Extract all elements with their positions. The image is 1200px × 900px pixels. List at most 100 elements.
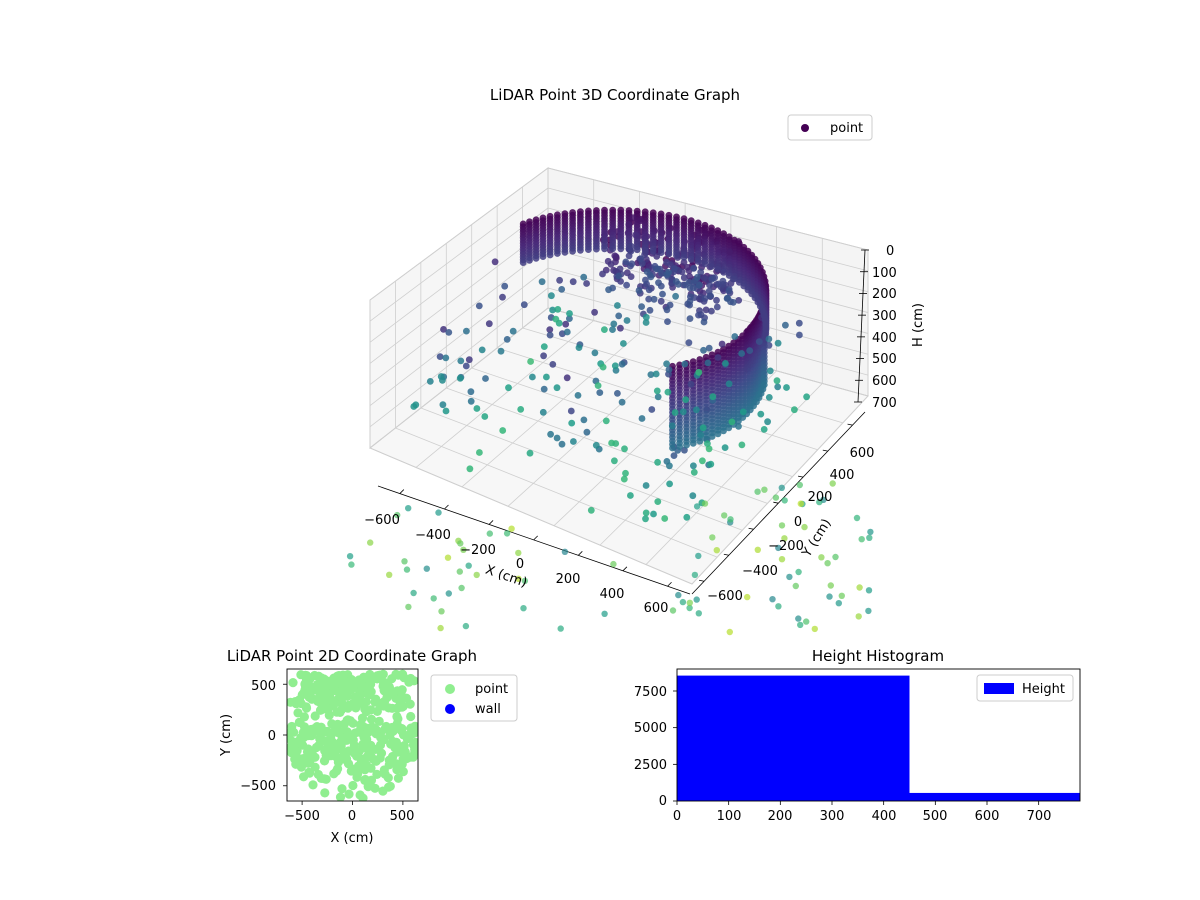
point-3d [663, 258, 670, 266]
x-tick-mark-3d [533, 535, 538, 541]
point-3d [728, 418, 736, 426]
point-3d [680, 274, 688, 282]
point-3d [549, 361, 557, 368]
y-tick-mark-3d [822, 449, 828, 452]
y-label-2d: Y (cm) [219, 714, 234, 757]
point-2d [319, 727, 329, 737]
point-3d [803, 393, 810, 401]
z-tick-3d: 300 [872, 309, 897, 324]
legend-2d: point wall [430, 674, 518, 722]
point-3d [515, 549, 522, 557]
legend-swatch-height [984, 683, 1014, 694]
point-3d [552, 315, 560, 323]
point-3d [517, 406, 525, 413]
point-3d [781, 497, 788, 504]
point-3d [629, 214, 637, 222]
point-2d [316, 773, 326, 784]
grid-line [369, 247, 549, 385]
point-2d [385, 728, 395, 738]
point-3d [679, 598, 687, 606]
point-2d [309, 685, 319, 695]
point-3d [503, 530, 511, 537]
point-3d [558, 286, 566, 293]
x-tick-2d: −500 [284, 809, 320, 824]
point-3d [621, 445, 628, 453]
point-3d [601, 326, 608, 333]
point-3d [726, 628, 733, 636]
legend-marker-wall [445, 704, 455, 714]
point-3d [627, 273, 635, 280]
legend-label-height: Height [1022, 682, 1065, 697]
point-3d [696, 437, 704, 445]
z-axis-line-3d [857, 249, 866, 403]
point-3d [786, 573, 793, 581]
point-3d [478, 346, 486, 354]
point-3d [642, 276, 649, 284]
point-3d [556, 276, 563, 284]
point-3d [646, 306, 654, 314]
point-2d [335, 707, 345, 718]
point-3d [695, 311, 702, 319]
point-2d [404, 677, 414, 687]
point-3d [566, 315, 573, 322]
x-tick-mark-3d [622, 566, 628, 572]
point-3d [686, 315, 694, 322]
point-3d [694, 258, 702, 265]
point-3d [818, 554, 825, 561]
point-3d [554, 250, 561, 257]
point-3d [467, 397, 475, 405]
x-tick-2d: 500 [390, 809, 415, 824]
point-2d [382, 693, 392, 703]
point-3d [865, 587, 873, 594]
point-3d [430, 595, 437, 602]
point-3d [580, 416, 588, 424]
point-3d [539, 253, 547, 260]
point-3d [691, 571, 699, 579]
point-3d [442, 407, 450, 415]
point-3d [697, 431, 705, 439]
point-3d [633, 246, 641, 254]
histogram-bar [677, 675, 910, 801]
grid-line [369, 447, 693, 585]
point-2d [366, 740, 376, 750]
point-3d [838, 592, 845, 599]
point-3d [773, 377, 781, 385]
point-3d [348, 561, 355, 568]
point-2d [294, 717, 304, 728]
point-3d [695, 552, 702, 560]
y-tick-mark-3d [699, 579, 705, 582]
point-3d [423, 565, 430, 572]
grid-line [547, 167, 869, 251]
point-2d [337, 784, 347, 794]
point-3d [803, 618, 810, 625]
point-3d [686, 604, 693, 612]
point-3d [774, 383, 782, 391]
grid-line [547, 287, 869, 376]
point-3d [386, 571, 393, 578]
point-3d [558, 440, 566, 448]
point-3d [438, 608, 445, 615]
point-3d [367, 539, 374, 546]
point-3d [673, 252, 680, 259]
point-2d [360, 704, 370, 714]
point-3d [657, 297, 665, 305]
point-3d [867, 528, 874, 536]
point-2d [337, 699, 347, 709]
point-2d [392, 740, 402, 751]
grid-line [461, 332, 640, 488]
point-3d [546, 251, 554, 259]
x-tick-3d: −400 [415, 528, 451, 543]
point-3d [701, 500, 709, 507]
point-3d [664, 388, 672, 396]
point-3d [509, 327, 517, 335]
point-3d [738, 350, 745, 357]
point-3d [473, 571, 480, 579]
point-2d [319, 756, 330, 766]
point-3d [465, 562, 472, 569]
y-tick-hist: 7500 [634, 685, 667, 700]
point-2d [350, 692, 360, 702]
x-tick-mark-3d [578, 551, 583, 556]
y-tick-3d: 0 [794, 515, 802, 530]
point-2d [385, 781, 395, 791]
y-tick-3d: −200 [768, 539, 804, 554]
